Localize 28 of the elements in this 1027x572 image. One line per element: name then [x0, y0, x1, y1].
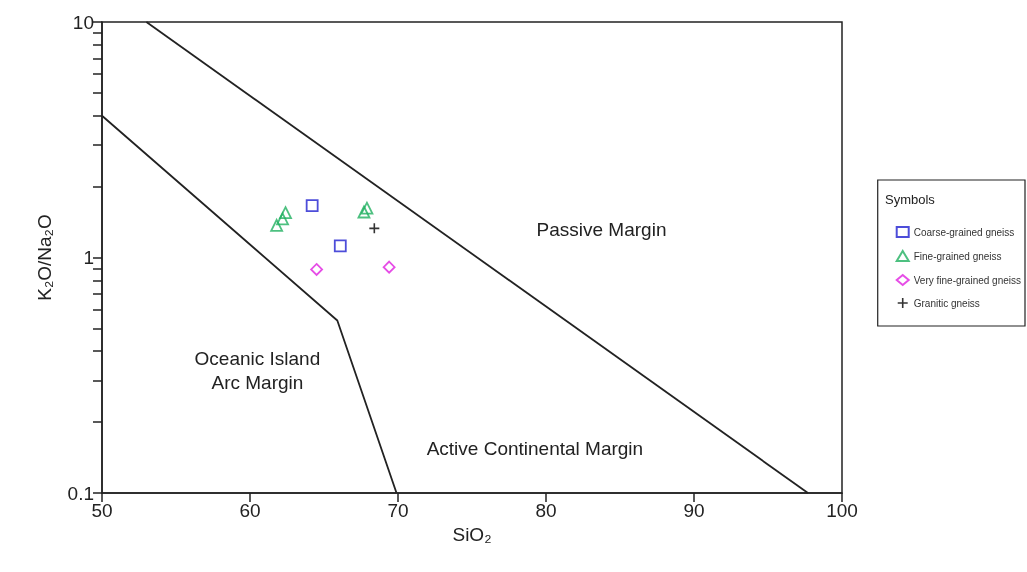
y-axis-title: K₂O/Na₂O	[34, 214, 55, 301]
legend-label: Fine-grained gneiss	[913, 250, 1002, 262]
x-tick-label: 50	[91, 500, 113, 521]
point	[276, 212, 289, 226]
point	[333, 239, 347, 253]
y-tick-label: 10	[72, 11, 94, 33]
point	[357, 205, 371, 219]
x-axis-title: SiO₂	[452, 524, 492, 545]
point	[310, 263, 323, 276]
y-tick-label: 1	[83, 247, 94, 268]
x-tick-label: 80	[535, 500, 557, 521]
x-tick-label: 100	[826, 500, 858, 521]
annotation: Oceanic Island Arc Margin	[194, 348, 321, 394]
point	[270, 218, 284, 232]
annotation: Active Continental Margin	[426, 437, 644, 459]
point	[382, 260, 396, 274]
legend-label: Very fine-grained gneiss	[913, 274, 1022, 286]
point	[305, 199, 319, 213]
point	[279, 206, 292, 220]
x-tick-label: 60	[239, 500, 261, 521]
legend-label: Coarse-grained gneiss	[913, 226, 1015, 238]
y-tick-label: 0.1	[67, 482, 94, 504]
x-tick-label: 70	[387, 500, 409, 521]
point	[360, 201, 374, 215]
legend-title: Symbols	[885, 192, 936, 207]
annotation: Passive Margin	[536, 218, 667, 240]
legend-label: Granitic gneiss	[913, 297, 980, 309]
x-tick-label: 90	[683, 500, 705, 521]
